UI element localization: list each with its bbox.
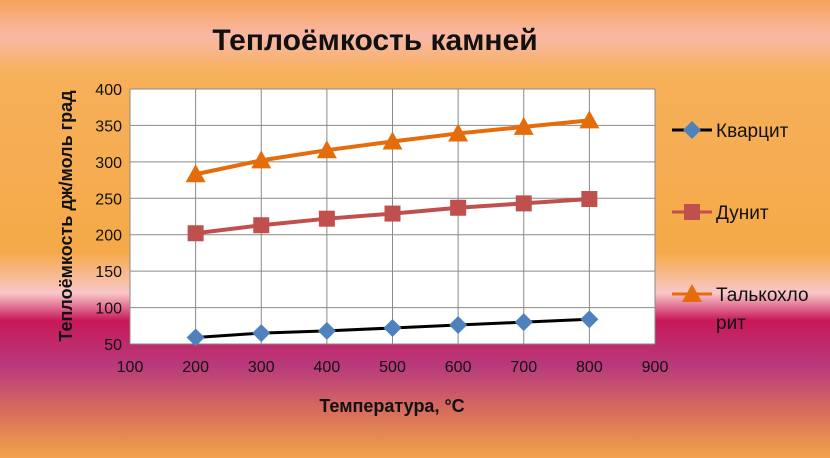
y-tick-label: 400 [95,82,122,99]
data-point [515,195,532,212]
legend-label: Кварцит [716,121,789,142]
legend-label: Талькохло рит [716,285,809,334]
legend-marker [684,204,700,220]
data-point [382,131,403,150]
y-tick-label: 150 [95,264,122,281]
x-tick-label: 300 [248,359,275,376]
legend-label: Дунит [716,203,769,224]
y-tick-label: 100 [95,301,122,318]
y-tick-label: 300 [95,155,122,172]
y-axis-label: Теплоёмкость дж/моль град [56,90,76,342]
data-point [251,150,272,169]
data-point [581,191,598,208]
data-point [450,199,467,216]
data-point [580,310,599,329]
x-tick-label: 100 [117,359,144,376]
x-tick-label: 700 [510,359,537,376]
y-tick-label: 350 [95,118,122,135]
x-tick-label: 600 [445,359,472,376]
data-point [253,217,270,234]
data-point [384,205,401,222]
data-point [579,110,600,129]
data-point [383,318,402,337]
data-point [449,316,468,335]
data-point [316,140,337,159]
x-tick-label: 400 [314,359,341,376]
legend-marker [683,121,701,139]
x-axis-label: Температура, °С [319,396,464,416]
x-tick-label: 200 [182,359,209,376]
data-point [513,116,534,135]
data-point [318,210,335,227]
data-point [514,313,533,332]
data-point [252,324,271,343]
x-tick-label: 900 [642,359,669,376]
data-point [187,225,204,242]
y-tick-label: 50 [104,337,122,354]
y-tick-label: 250 [95,191,122,208]
data-point [448,123,469,142]
chart-title: Теплоёмкость камней [212,24,537,57]
x-tick-label: 800 [576,359,603,376]
y-tick-label: 200 [95,228,122,245]
legend-marker [682,284,702,302]
data-point [185,164,206,183]
data-point [186,328,205,347]
data-point [317,321,336,340]
x-tick-label: 500 [379,359,406,376]
